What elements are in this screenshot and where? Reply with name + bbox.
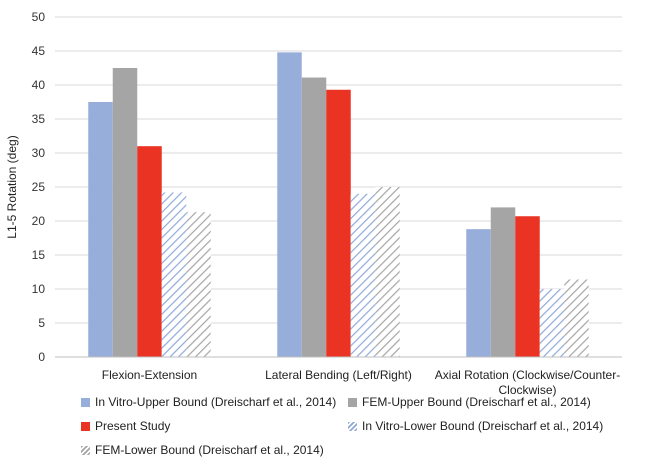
y-tick-label: 35 xyxy=(32,112,46,126)
bar xyxy=(186,212,211,357)
bar xyxy=(564,279,589,357)
bar xyxy=(137,146,162,357)
y-tick-label: 25 xyxy=(32,180,46,194)
y-tick-label: 40 xyxy=(32,78,46,92)
y-tick-label: 30 xyxy=(32,146,46,160)
bar xyxy=(375,187,400,357)
bar xyxy=(326,89,351,357)
y-tick-label: 0 xyxy=(38,350,45,364)
y-tick-label: 5 xyxy=(38,316,45,330)
bar xyxy=(161,192,187,357)
bar xyxy=(88,102,113,357)
x-category-label: Clockwise) xyxy=(498,383,556,397)
y-tick-label: 15 xyxy=(32,248,46,262)
y-tick-label: 10 xyxy=(32,282,46,296)
bar xyxy=(539,289,565,357)
x-category-label: Lateral Bending (Left/Right) xyxy=(265,368,412,382)
x-category-label: Flexion-Extension xyxy=(102,368,197,382)
y-tick-labels: 0 5 10 15 20 25 30 35 40 45 50 xyxy=(32,10,46,364)
y-tick-label: 50 xyxy=(32,10,46,24)
x-category-labels: Flexion-Extension Lateral Bending (Left/R… xyxy=(102,368,620,397)
y-tick-label: 20 xyxy=(32,214,46,228)
x-category-label: Axial Rotation (Clockwise/Counter- xyxy=(435,368,620,382)
bar xyxy=(112,68,138,357)
y-axis-label: L1-5 Rotation (deg) xyxy=(5,135,19,238)
bar xyxy=(350,193,376,357)
y-tick-label: 45 xyxy=(32,44,46,58)
bar xyxy=(515,216,540,357)
bar xyxy=(301,77,327,358)
bar xyxy=(490,207,516,357)
bars xyxy=(88,52,589,358)
bar xyxy=(466,229,491,357)
bar xyxy=(277,52,302,358)
